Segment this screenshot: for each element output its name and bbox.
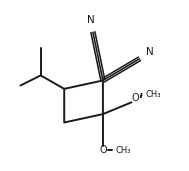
Text: O: O — [132, 93, 139, 103]
Text: N: N — [87, 15, 95, 25]
Text: CH₃: CH₃ — [115, 146, 131, 155]
Text: CH₃: CH₃ — [146, 90, 161, 99]
Text: N: N — [146, 47, 154, 57]
Text: O: O — [100, 145, 108, 155]
